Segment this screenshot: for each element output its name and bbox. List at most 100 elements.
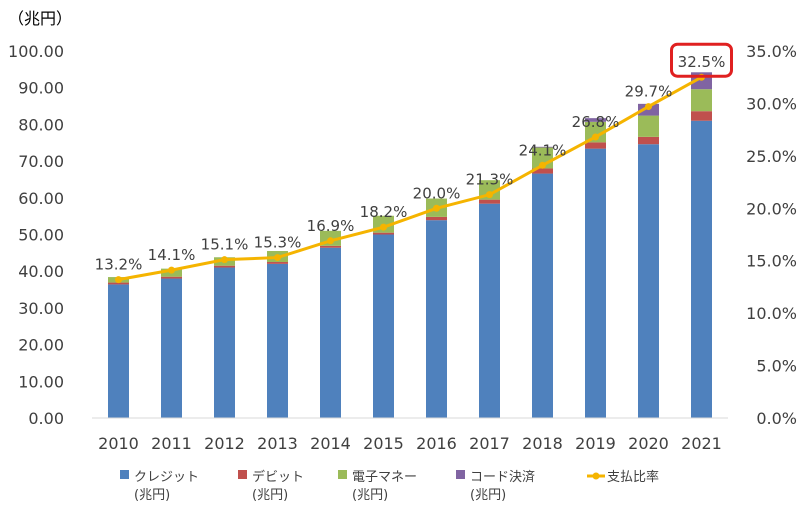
right-axis-tick-label: 35.0%	[746, 42, 797, 61]
left-axis-tick-label: 0.00	[28, 409, 64, 428]
legend-label: デビット(兆円)	[252, 469, 304, 503]
left-axis-tick-label: 40.00	[18, 262, 64, 281]
x-axis-tick-label: 2017	[469, 434, 510, 453]
ratio-point	[221, 256, 228, 264]
ratio-data-label: 15.1%	[201, 236, 249, 254]
ratio-data-label: 15.3%	[254, 234, 302, 252]
legend-label: 電子マネー(兆円)	[352, 470, 417, 503]
left-axis-tick-label: 100.00	[8, 42, 64, 61]
right-axis-tick-label: 5.0%	[756, 357, 797, 376]
x-axis-tick-label: 2010	[98, 434, 139, 453]
ratio-data-label: 20.0%	[413, 184, 461, 202]
bar-segment-debit	[373, 232, 394, 235]
left-axis-tick-label: 10.00	[18, 372, 64, 391]
ratio-point	[168, 266, 175, 274]
bar-segment-debit	[585, 142, 606, 149]
ratio-data-label: 18.2%	[360, 203, 408, 221]
left-axis-tick-label: 80.00	[18, 115, 64, 134]
x-axis-tick-label: 2014	[310, 434, 351, 453]
x-axis-tick-label: 2019	[575, 434, 616, 453]
x-axis-tick-label: 2021	[681, 434, 722, 453]
left-axis-tick-label: 50.00	[18, 226, 64, 245]
bar-segment-debit	[320, 245, 341, 248]
ratio-point	[486, 191, 493, 199]
bar-segment-debit	[267, 262, 288, 264]
ratio-data-label: 24.1%	[519, 141, 567, 159]
legend-line-marker	[592, 472, 600, 480]
legend-swatch	[238, 470, 247, 479]
bars-group	[108, 72, 712, 418]
ratio-data-label: 14.1%	[148, 246, 196, 264]
ratio-data-label: 32.5%	[678, 53, 726, 71]
ratio-point	[433, 204, 440, 212]
ratio-line	[118, 75, 703, 282]
bar-segment-debit	[214, 265, 235, 268]
bar-segment-debit	[426, 216, 447, 221]
bar-segment-credit	[373, 234, 394, 418]
legend: クレジット(兆円) デビット(兆円) 電子マネー(兆円) コード決済(兆円) 支払比率	[120, 469, 659, 503]
ratio-point	[645, 103, 652, 111]
ratio-point	[327, 237, 334, 245]
ratio-data-label: 16.9%	[307, 217, 355, 235]
ratio-line-group	[115, 73, 705, 284]
left-axis-tick-label: 70.00	[18, 152, 64, 171]
bar-segment-debit	[532, 168, 553, 174]
x-axis-tick-label: 2018	[522, 434, 563, 453]
bar-segment-credit	[479, 203, 500, 418]
legend-swatch	[456, 470, 465, 479]
ratio-data-label: 21.3%	[466, 171, 514, 189]
left-axis-tick-label: 20.00	[18, 336, 64, 355]
bar-segment-debit	[108, 282, 129, 285]
ratio-point	[274, 254, 281, 262]
bar-segment-credit	[585, 148, 606, 418]
bar-segment-debit	[161, 276, 182, 279]
bar-segment-credit	[532, 173, 553, 418]
x-axis-tick-label: 2012	[204, 434, 245, 453]
right-axis-tick-label: 25.0%	[746, 147, 797, 166]
x-axis-tick-label: 2011	[151, 434, 192, 453]
bar-segment-credit	[426, 220, 447, 418]
right-axis-ticks: 0.0% 5.0% 10.0% 15.0% 20.0% 25.0% 30.0% 35.0%	[746, 42, 797, 428]
x-axis-labels: 2010 2011 2012 2013 2014 2015 2016 2017 2018 2019…	[98, 434, 722, 453]
legend-swatch	[338, 470, 347, 479]
x-axis-tick-label: 2015	[363, 434, 404, 453]
bar-segment-credit	[214, 267, 235, 418]
legend-label: 支払比率	[607, 469, 659, 485]
bar-segment-debit	[691, 111, 712, 121]
legend-swatch	[120, 470, 129, 479]
right-axis-tick-label: 15.0%	[746, 252, 797, 271]
bar-segment-credit	[161, 278, 182, 418]
ratio-point	[380, 223, 387, 231]
ratio-data-label: 26.8%	[572, 113, 620, 131]
x-axis-tick-label: 2020	[628, 434, 669, 453]
bar-segment-emoney	[638, 115, 659, 137]
legend-label: クレジット(兆円)	[134, 470, 199, 503]
bar-segment-emoney	[585, 121, 606, 143]
ratio-point	[539, 161, 546, 169]
left-axis-tick-label: 30.00	[18, 299, 64, 318]
x-axis-tick-label: 2013	[257, 434, 298, 453]
bar-segment-emoney	[691, 89, 712, 112]
bar-segment-credit	[320, 247, 341, 418]
bar-segment-credit	[638, 144, 659, 418]
right-axis-tick-label: 0.0%	[756, 409, 797, 428]
ratio-data-label: 29.7%	[625, 83, 673, 101]
highlight-group	[670, 42, 733, 78]
bar-segment-credit	[267, 263, 288, 418]
ratio-point	[592, 133, 599, 141]
left-axis-ticks: 0.00 10.00 20.00 30.00 40.00 50.00 60.00 70.00 8…	[8, 42, 64, 428]
ratio-data-labels: 13.2% 14.1% 15.1% 15.3% 16.9% 18.2% 20.0% 21.3%…	[95, 53, 726, 273]
bar-segment-code	[585, 118, 606, 122]
right-axis-tick-label: 20.0%	[746, 199, 797, 218]
left-axis-tick-label: 60.00	[18, 189, 64, 208]
y-axis-unit-label: （兆円）	[8, 9, 72, 28]
legend-label: コード決済(兆円)	[470, 469, 535, 503]
left-axis-tick-label: 90.00	[18, 79, 64, 98]
ratio-data-label: 13.2%	[95, 256, 143, 274]
bar-segment-credit	[691, 120, 712, 418]
bar-segment-debit	[638, 136, 659, 145]
ratio-point	[115, 276, 122, 284]
bar-segment-credit	[108, 284, 129, 418]
